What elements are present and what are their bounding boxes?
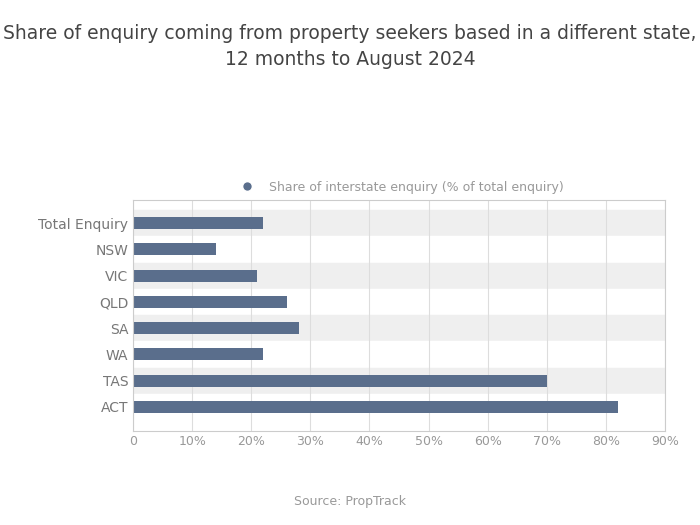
Bar: [133, 236, 665, 262]
Bar: [133, 289, 665, 315]
Bar: [133, 262, 665, 289]
Bar: [133, 210, 665, 236]
Bar: [133, 394, 665, 420]
Bar: [133, 322, 298, 334]
Bar: [133, 244, 216, 255]
Bar: [133, 315, 665, 341]
Text: Source: PropTrack: Source: PropTrack: [294, 495, 406, 508]
Bar: [133, 375, 547, 386]
Legend: Share of interstate enquiry (% of total enquiry): Share of interstate enquiry (% of total …: [229, 176, 569, 199]
Bar: [133, 270, 257, 281]
Bar: [133, 296, 287, 308]
Bar: [133, 217, 263, 229]
Bar: [133, 401, 617, 413]
Bar: [133, 341, 665, 367]
Text: Share of enquiry coming from property seekers based in a different state,
12 mon: Share of enquiry coming from property se…: [4, 24, 696, 69]
Bar: [133, 349, 263, 360]
Bar: [133, 368, 665, 394]
